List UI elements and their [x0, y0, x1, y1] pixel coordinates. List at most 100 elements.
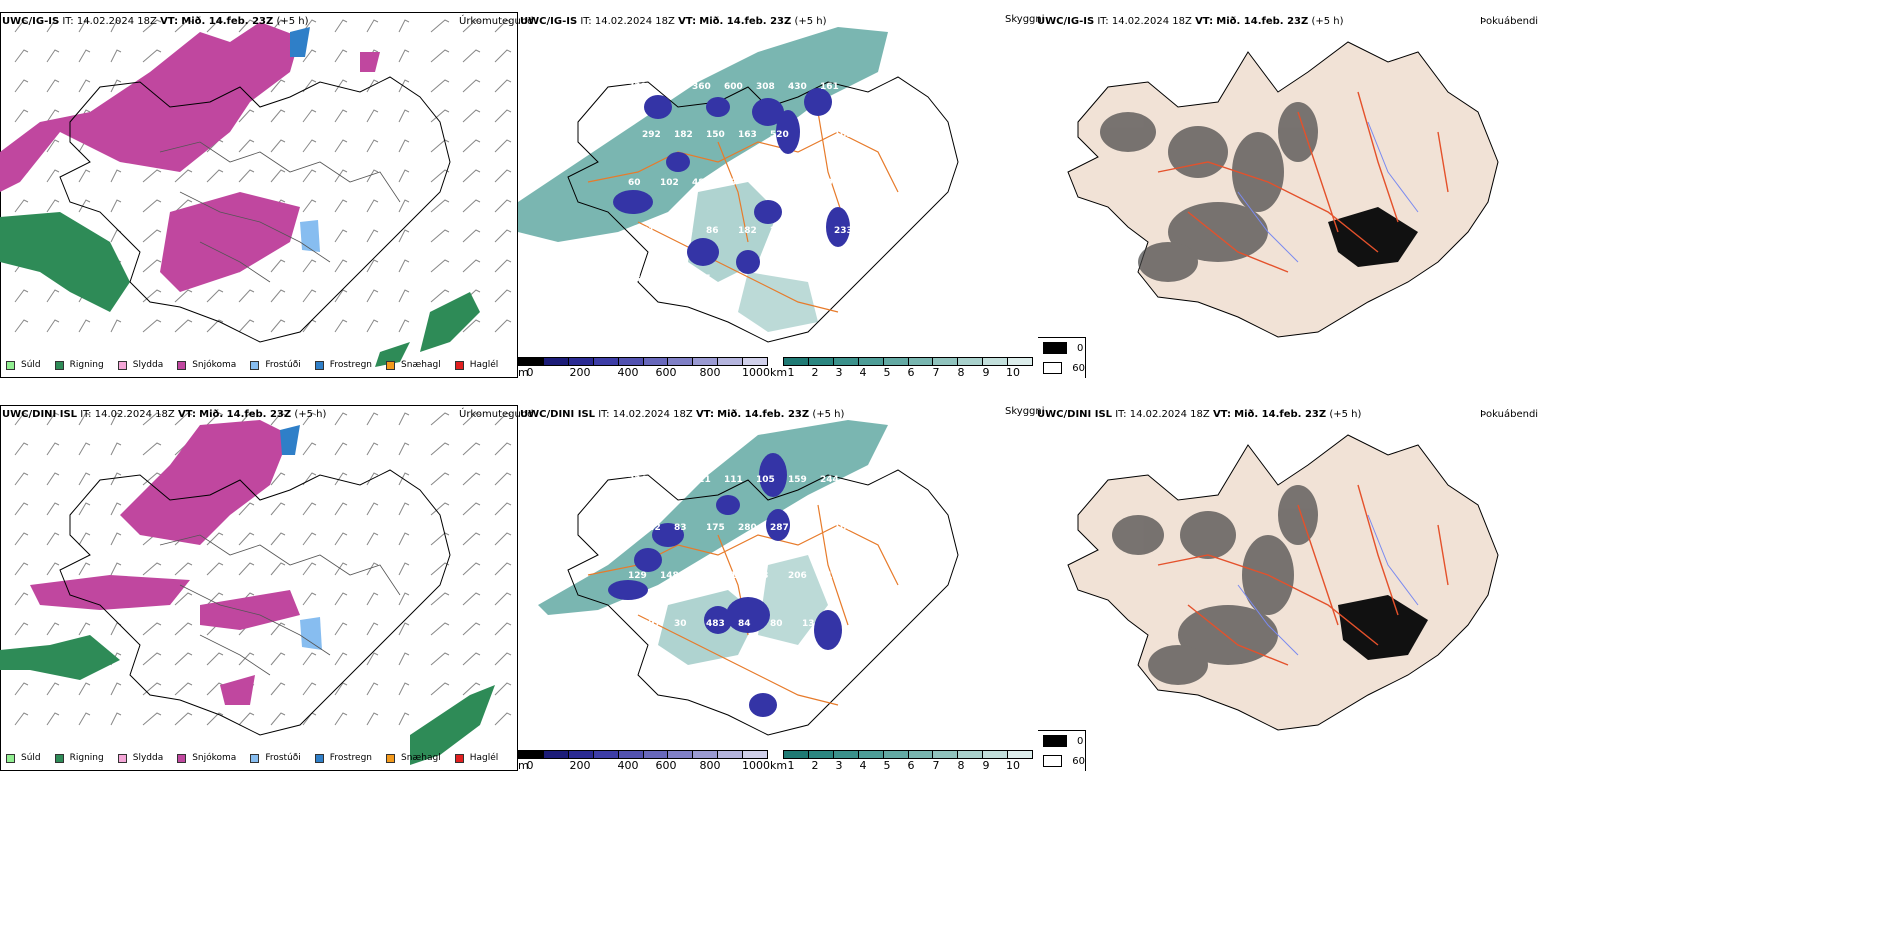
wind-barb: [462, 259, 481, 273]
wind-barb: [398, 139, 410, 153]
visibility-value-label: 83: [674, 523, 687, 533]
wind-barb: [206, 592, 224, 606]
wind-barb: [78, 712, 91, 726]
wind-barb: [398, 502, 410, 516]
wind-barb: [46, 109, 60, 123]
wind-barb: [270, 169, 286, 183]
wind-barb: [110, 562, 122, 576]
wind-barb: [14, 289, 29, 303]
visibility-value-label: 129: [628, 571, 647, 581]
tick-label: 200: [569, 759, 591, 771]
visibility-m-colorbar: 0 200 400 600 800 1000: [518, 357, 770, 378]
legend-swatch: [454, 360, 464, 370]
wind-barb: [78, 49, 91, 63]
tick-label: 4: [859, 759, 867, 771]
visibility-value-label: 600: [724, 82, 743, 92]
visibility-value-label: 151: [802, 523, 821, 533]
roads: [587, 111, 899, 313]
wind-barb: [238, 169, 255, 183]
wind-barb: [462, 319, 481, 333]
legend-label: Súld: [21, 753, 41, 763]
model-name: UWC/IG-IS: [520, 16, 578, 27]
wind-barb: [78, 502, 91, 516]
model-name: UWC/IG-IS: [2, 16, 60, 27]
freezing-rain-area: [280, 425, 300, 455]
legend-label: Frostúði: [265, 753, 301, 763]
wind-barb: [14, 412, 29, 426]
wind-barb: [206, 19, 224, 33]
visibility-value-label: 483: [706, 619, 725, 629]
wind-barb: [334, 682, 348, 696]
wind-barb: [174, 682, 193, 696]
wind-barb: [398, 79, 410, 93]
tick-label: 4: [859, 366, 867, 378]
wind-barb: [494, 442, 512, 456]
visibility-value-label: 233: [834, 226, 853, 236]
wind-barb: [398, 19, 410, 33]
fog-map-row2: [1067, 434, 1499, 731]
snow-area: [360, 52, 380, 72]
wind-barb: [334, 712, 348, 726]
tick-label: 5: [883, 759, 891, 771]
wind-barb: [366, 442, 379, 456]
legend-label: Frostregn: [329, 753, 373, 763]
model-name: UWC/DINI ISL: [1037, 409, 1113, 420]
legend-swatch: [1043, 735, 1067, 747]
wind-barb: [398, 229, 410, 243]
wind-barb: [270, 502, 286, 516]
vt-label: VT:: [1195, 16, 1214, 27]
wind-barb: [334, 652, 348, 666]
visibility-value-label: 80: [770, 619, 783, 629]
visibility-value-label: 280: [738, 523, 757, 533]
panel-title: Þokuábendi: [1480, 409, 1539, 420]
vt-value: Mið. 14.feb. 23Z: [199, 409, 292, 420]
wind-barb: [366, 532, 379, 546]
tick-label: 5: [883, 366, 891, 378]
wind-barb: [14, 49, 29, 63]
wind-barb: [46, 289, 60, 303]
it-value: 14.02.2024 18Z: [94, 409, 175, 420]
wind-barb: [46, 472, 60, 486]
wind-barb: [110, 19, 122, 33]
visibility-value-label: 111: [820, 571, 839, 581]
wind-barb: [430, 502, 450, 516]
coastline: [59, 76, 451, 343]
wind-barb: [494, 169, 512, 183]
vt-value: Mið. 14.feb. 23Z: [1216, 16, 1309, 27]
tick-label: 10: [1006, 366, 1020, 378]
legend-item: Frostúði: [250, 360, 301, 370]
panel-title: Skyggni: [1005, 406, 1045, 417]
wind-barb: [302, 289, 317, 303]
wind-barb: [110, 199, 122, 213]
wind-barb: [398, 712, 410, 726]
wind-barb: [142, 319, 162, 333]
wind-barb: [462, 532, 481, 546]
tick-label: 10: [1006, 759, 1020, 771]
wind-barb: [206, 652, 224, 666]
visibility-value-label: 244: [820, 475, 839, 485]
wind-barb: [302, 139, 317, 153]
wind-barb: [142, 412, 162, 426]
visibility-map-row2: [538, 420, 959, 736]
panel-header: UWC/IG-IS IT: 14.02.2024 18Z VT: Mið. 14…: [520, 16, 827, 28]
wind-barb: [334, 199, 348, 213]
wind-barb: [398, 289, 410, 303]
wind-barb: [238, 652, 255, 666]
wind-barb: [238, 532, 255, 546]
wind-barb: [14, 592, 29, 606]
wind-barb: [110, 532, 122, 546]
tick-label: 1000: [742, 759, 770, 771]
legend-label: Rigning: [69, 753, 104, 763]
wind-barb: [366, 109, 379, 123]
wind-barb: [238, 289, 255, 303]
wind-barb: [78, 562, 91, 576]
wind-barb: [174, 592, 193, 606]
wind-barb: [462, 169, 481, 183]
fog-gradient: [1112, 485, 1318, 685]
wind-barb: [46, 49, 60, 63]
wind-barb: [302, 592, 317, 606]
wind-barb: [494, 652, 512, 666]
wind-barb: [462, 682, 481, 696]
wind-barb: [110, 442, 122, 456]
visibility-value-label: 110: [724, 571, 743, 581]
